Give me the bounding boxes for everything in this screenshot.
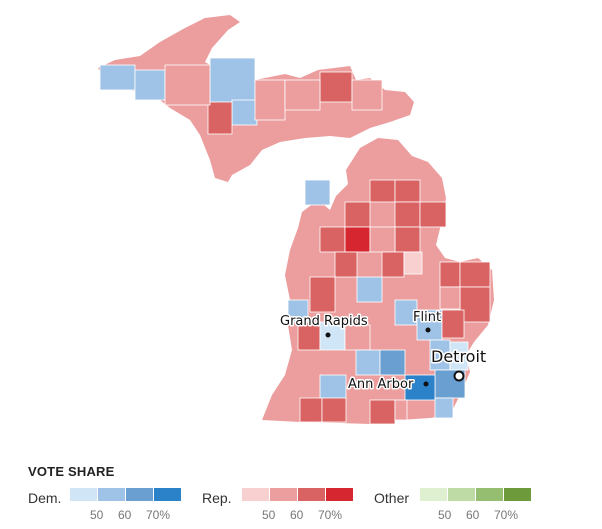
county-lp-15 — [356, 276, 383, 303]
legend-tick-other-50: 50 — [438, 508, 452, 522]
county-lp-16 — [439, 261, 461, 288]
county-lp-23 — [441, 309, 465, 339]
county-s-2 — [321, 397, 347, 423]
county-lp-25 — [319, 321, 346, 351]
legend-tick-other-60: 60 — [466, 508, 480, 522]
city-dot-ann-arbor — [423, 381, 429, 387]
county-s-3 — [369, 399, 396, 425]
legend-label-other: Other — [374, 490, 410, 506]
michigan-county-map: Grand Rapids Flint Detroit Ann Arbor — [98, 15, 494, 425]
city-label-grand-rapids: Grand Rapids — [280, 314, 368, 329]
county-up-4 — [231, 99, 258, 126]
county-se-3 — [355, 349, 381, 376]
county-lp-1 — [304, 179, 331, 206]
county-lp-7 — [319, 226, 346, 253]
county-lp-17 — [459, 261, 491, 288]
county-up-10 — [351, 79, 383, 111]
county-up-7 — [164, 64, 211, 106]
county-lp-13 — [403, 251, 423, 275]
county-s-1 — [299, 397, 323, 423]
city-label-flint: Flint — [413, 310, 441, 325]
legend-title: VOTE SHARE — [28, 464, 115, 479]
county-lp-9 — [394, 226, 421, 253]
legend-swatch-other-3 — [476, 488, 503, 501]
legend-swatch-other-4 — [504, 488, 531, 501]
legend-swatch-other-2 — [448, 488, 475, 501]
county-lp-4 — [344, 201, 371, 228]
county-se-4 — [379, 349, 406, 376]
legend-tick-dem-60: 60 — [118, 508, 132, 522]
county-up-1 — [99, 64, 136, 91]
county-lp-22 — [416, 309, 443, 341]
county-se-8 — [434, 397, 454, 419]
legend-swatch-rep-2 — [270, 488, 297, 501]
county-lp-11 — [334, 251, 358, 278]
city-dot-detroit — [453, 370, 465, 382]
legend-tick-dem-50: 50 — [90, 508, 104, 522]
legend-tick-other-70: 70% — [494, 508, 519, 522]
legend-tick-dem-70: 70% — [146, 508, 171, 522]
legend-swatch-rep-3 — [298, 488, 325, 501]
county-lp-18 — [459, 286, 491, 323]
county-lp-5 — [394, 201, 421, 228]
county-lp-3 — [394, 179, 421, 203]
legend-swatch-dem-2 — [98, 488, 125, 501]
vote-share-legend: VOTE SHARE Dem. 50 60 70% Rep. 50 60 70%… — [0, 462, 602, 529]
county-lp-8 — [344, 226, 371, 253]
legend-label-rep: Rep. — [202, 490, 232, 506]
legend-swatch-other-1 — [420, 488, 447, 501]
legend-tick-rep-60: 60 — [290, 508, 304, 522]
county-up-8 — [254, 79, 286, 121]
city-label-detroit: Detroit — [431, 347, 486, 366]
city-dot-flint — [425, 327, 431, 333]
county-up-6 — [319, 71, 353, 103]
county-lp-2 — [369, 179, 396, 203]
legend-swatch-dem-1 — [70, 488, 97, 501]
county-lp-12 — [381, 251, 405, 278]
county-up-9 — [284, 79, 321, 111]
county-se-7 — [404, 374, 436, 401]
legend-swatch-dem-3 — [126, 488, 153, 501]
legend-swatch-dem-4 — [154, 488, 181, 501]
legend-tick-rep-50: 50 — [262, 508, 276, 522]
county-lp-6 — [419, 201, 447, 228]
legend-swatch-rep-4 — [326, 488, 353, 501]
county-up-2 — [134, 69, 166, 101]
legend-label-dem: Dem. — [28, 490, 62, 506]
county-lp-19 — [439, 286, 461, 310]
city-dot-grand-rapids — [325, 332, 331, 338]
county-lp-10 — [369, 226, 396, 253]
county-up-5 — [207, 101, 233, 135]
county-up-3 — [209, 57, 256, 104]
legend-tick-rep-70: 70% — [318, 508, 343, 522]
legend-swatch-rep-1 — [242, 488, 269, 501]
county-lp-14 — [309, 276, 336, 313]
city-label-ann-arbor: Ann Arbor — [348, 377, 414, 392]
county-se-6 — [319, 374, 347, 401]
county-s-4 — [394, 399, 408, 421]
